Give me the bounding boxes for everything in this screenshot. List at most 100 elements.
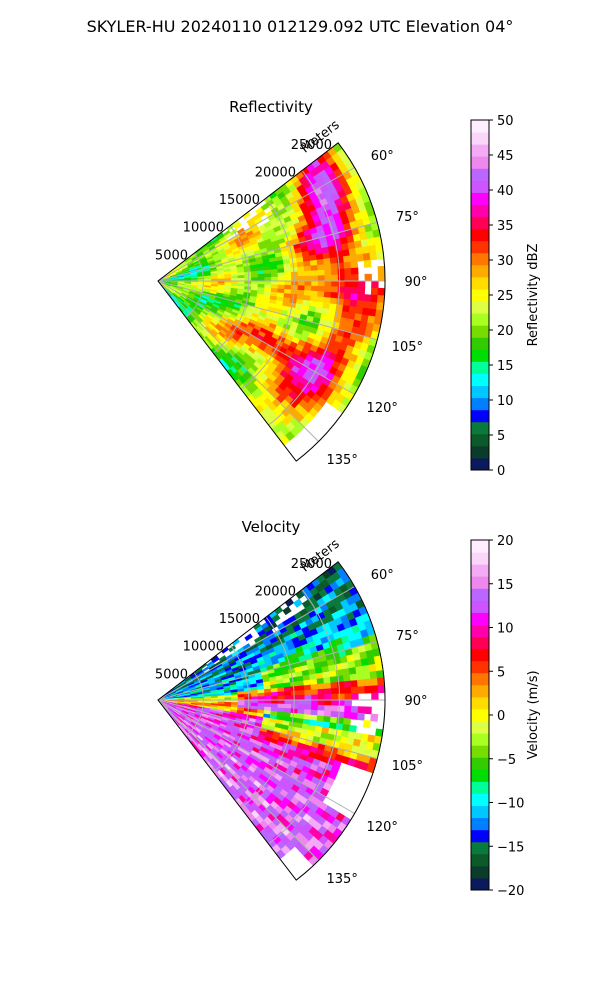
colorbar-segment — [471, 445, 489, 459]
range-tick-label: 5000 — [155, 248, 188, 263]
radar-gate — [277, 268, 285, 274]
radar-gate — [257, 280, 266, 285]
radar-gate — [364, 273, 372, 282]
radar-gate — [362, 671, 371, 681]
colorbar-tick-label: 10 — [497, 622, 514, 637]
azimuth-spoke — [157, 280, 319, 442]
radar-gate — [356, 679, 365, 688]
azimuth-spoke — [157, 699, 355, 814]
radar-gate — [344, 686, 352, 695]
colorbar-tick-label: 20 — [497, 534, 514, 549]
colorbar-segment — [471, 288, 489, 302]
radar-gate — [297, 275, 306, 282]
radar-gate — [310, 270, 319, 277]
panel-title: Velocity — [242, 518, 301, 536]
radar-gate — [343, 261, 352, 270]
radar-gate — [316, 258, 325, 266]
colorbar-segment — [471, 240, 489, 254]
radar-gate — [270, 272, 279, 278]
radar-gate — [297, 690, 306, 696]
radar-gate — [361, 245, 371, 255]
radar-gate — [343, 711, 352, 720]
radar-gate — [331, 699, 339, 707]
radar-gate — [291, 695, 299, 701]
radar-gate — [311, 280, 319, 287]
colorbar-segment — [471, 349, 489, 362]
radar-gate — [370, 678, 379, 687]
radar-gate — [283, 686, 292, 693]
colorbar-segment — [471, 168, 489, 181]
radar-gate — [351, 693, 359, 701]
radar-gate — [361, 664, 371, 674]
radar-gate — [377, 684, 386, 694]
range-tick-label: 25000 — [291, 557, 332, 572]
azimuth-tick-label: 90° — [404, 275, 427, 290]
radar-gate — [304, 699, 312, 706]
radar-gate — [290, 271, 299, 277]
colorbar-segment — [471, 457, 489, 471]
radar-gate — [284, 690, 292, 697]
radar-gate — [323, 291, 332, 299]
radar-gate — [363, 678, 372, 687]
colorbar-segment — [471, 757, 489, 770]
radar-gate — [344, 286, 352, 295]
colorbar-segment — [471, 409, 489, 423]
radar-gate — [323, 257, 332, 265]
radar-gate — [257, 273, 266, 279]
radar-gate — [362, 719, 371, 729]
radar-gate — [330, 681, 339, 689]
radar-gate — [271, 276, 279, 282]
radar-gate — [362, 300, 371, 310]
range-tick-label: 15000 — [219, 193, 260, 208]
colorbar-tick-label: 10 — [497, 394, 514, 409]
radar-gate — [310, 704, 319, 711]
radar-gate — [310, 683, 319, 691]
radar-gate — [356, 712, 365, 721]
radar-gate — [368, 244, 377, 254]
azimuth-tick-label: 120° — [367, 820, 398, 835]
radar-gate — [344, 699, 352, 707]
radar-gate — [309, 678, 318, 686]
radar-gate — [331, 280, 339, 288]
range-ticks: 5000 10000 15000 20000 25000 — [155, 557, 332, 683]
radar-gate — [264, 695, 272, 701]
azimuth-tick-label: 135° — [327, 453, 358, 468]
radar-gate — [304, 689, 312, 696]
colorbar-tick-label: −5 — [497, 753, 516, 768]
range-tick-label: 10000 — [183, 221, 224, 236]
radar-gate — [277, 699, 286, 705]
colorbar-tick-label: 20 — [497, 324, 514, 339]
colorbar-segment — [471, 745, 489, 758]
radar-gate — [343, 292, 352, 301]
radar-gate — [324, 693, 332, 701]
radar-gate — [349, 299, 358, 308]
radar-gate — [355, 246, 364, 256]
azimuth-tick-label: 75° — [396, 629, 419, 644]
colorbar-segment — [471, 252, 489, 266]
colorbar-segment — [471, 337, 489, 350]
azimuth-spoke — [157, 640, 378, 701]
radar-gate — [264, 273, 272, 278]
radar-gate — [357, 287, 366, 295]
radar-gate — [377, 273, 386, 282]
radar-gate — [297, 685, 305, 692]
colorbar-segment — [471, 660, 489, 674]
radar-gate — [324, 705, 332, 712]
colorbar-tick-label: 40 — [497, 184, 514, 199]
radar-gate — [310, 264, 319, 272]
radar-gate — [357, 686, 366, 694]
range-ring — [240, 616, 295, 809]
colorbar-segment — [471, 325, 489, 338]
colorbar-segment — [471, 120, 489, 133]
radar-gate — [257, 699, 266, 704]
colorbar-segment — [471, 397, 489, 411]
radar-gate — [282, 606, 292, 616]
radar-gate — [317, 264, 325, 271]
radar-gate — [291, 276, 299, 282]
radar-gate — [244, 633, 253, 642]
radar-gate — [324, 286, 332, 293]
radar-gate — [284, 703, 292, 710]
radar-gate — [371, 692, 379, 701]
radar-gate — [350, 293, 359, 301]
colorbar-segment — [471, 793, 489, 807]
